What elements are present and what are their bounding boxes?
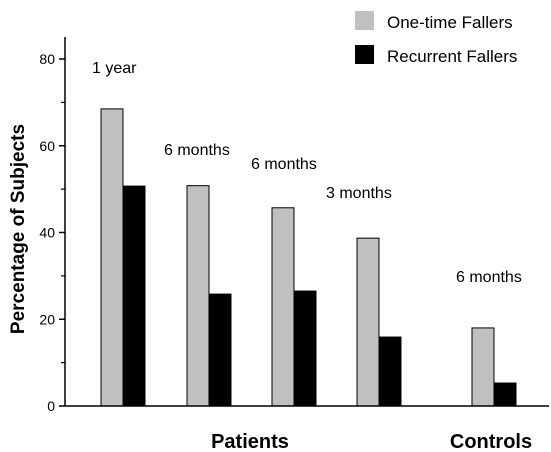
period-annotations: 1 year 6 months 6 months 3 months 6 months (92, 60, 522, 286)
bar-recurrent-4 (493, 382, 517, 407)
legend-label-one-time: One-time Fallers (387, 13, 513, 32)
legend-swatch-one-time (355, 11, 374, 30)
legend-label-recurrent: Recurrent Fallers (387, 47, 517, 66)
y-axis-ticks: 0 20 40 60 80 (39, 51, 65, 414)
annotation-2: 6 months (251, 156, 317, 173)
annotation-1: 6 months (164, 142, 230, 159)
group-label-controls: Controls (450, 431, 532, 452)
bar-recurrent-0 (122, 185, 146, 407)
bar-recurrent-2 (293, 290, 317, 407)
bar-one-time-1 (186, 185, 210, 407)
legend-swatch-recurrent (355, 45, 374, 64)
annotation-4: 6 months (456, 269, 522, 286)
group-label-patients: Patients (211, 431, 289, 452)
y-tick-label-80: 80 (39, 51, 55, 67)
y-tick-label-40: 40 (39, 225, 55, 241)
bar-one-time-2 (271, 207, 295, 407)
bar-one-time-4 (471, 327, 495, 407)
y-tick-label-0: 0 (47, 398, 55, 414)
y-tick-label-20: 20 (39, 311, 55, 327)
annotation-0: 1 year (92, 60, 137, 77)
y-tick-label-60: 60 (39, 138, 55, 154)
legend: One-time Fallers Recurrent Fallers (355, 11, 517, 66)
bar-recurrent-1 (208, 293, 232, 407)
bar-one-time-3 (356, 237, 380, 407)
bar-one-time-0 (100, 108, 124, 407)
bars (100, 108, 517, 407)
bar-recurrent-3 (378, 336, 402, 407)
annotation-3: 3 months (326, 185, 392, 202)
y-axis-label: Percentage of Subjects (8, 124, 29, 334)
